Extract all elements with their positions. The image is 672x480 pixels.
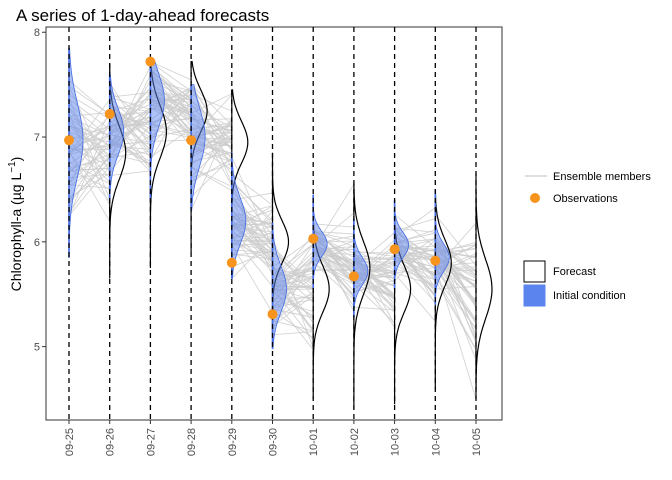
x-tick-label: 09-26 bbox=[105, 428, 117, 456]
ensemble-member-line bbox=[353, 249, 395, 271]
ensemble-member-line bbox=[150, 102, 192, 147]
ensemble-member-line bbox=[231, 179, 273, 225]
y-tick-label: 6 bbox=[34, 237, 40, 249]
y-tick-label: 5 bbox=[34, 342, 40, 354]
x-tick-label: 09-27 bbox=[145, 428, 157, 456]
observation-point bbox=[226, 257, 237, 268]
ensemble-member-line bbox=[150, 61, 192, 81]
legend-initial-condition-label: Initial condition bbox=[553, 290, 626, 302]
ensemble-member-line bbox=[394, 267, 436, 274]
legend-observation-swatch bbox=[530, 193, 540, 203]
y-axis-title-close: ) bbox=[8, 157, 24, 162]
ensemble-member-line bbox=[68, 119, 111, 217]
ensemble-member-line bbox=[68, 79, 110, 116]
ensemble-member-line bbox=[434, 268, 477, 323]
ensemble-member-line bbox=[231, 173, 273, 206]
ensemble-member-line bbox=[68, 156, 111, 204]
initial-condition-distribution bbox=[68, 47, 84, 258]
ensemble-member-line bbox=[68, 173, 110, 198]
ensemble-member-line bbox=[150, 61, 192, 92]
ensemble-member-line bbox=[190, 156, 233, 198]
ensemble-member-line bbox=[109, 124, 151, 173]
ensemble-member-line bbox=[231, 251, 273, 256]
y-axis-title: Chlorophyll-a (µg L−1) bbox=[7, 157, 24, 292]
ensemble-member-line bbox=[231, 244, 273, 314]
ensemble-member-line bbox=[353, 306, 395, 311]
ensemble-member-line bbox=[109, 170, 151, 177]
observation-point bbox=[267, 309, 278, 320]
plot-panel bbox=[45, 26, 503, 421]
legend-ensemble-label: Ensemble members bbox=[553, 171, 651, 183]
x-axis: 09-25 09-26 09-27 09-28 09-29 09-30 10-01 10-02… bbox=[64, 420, 483, 456]
y-axis-title-mu: µ bbox=[8, 192, 24, 200]
ensemble-member-line bbox=[231, 249, 273, 268]
ensemble-member-line bbox=[272, 331, 314, 336]
ensemble-member-line bbox=[231, 182, 273, 236]
ensemble-member-line bbox=[272, 251, 314, 290]
ensemble-member-line bbox=[313, 223, 354, 228]
y-axis-title-part-1: Chlorophyll-a ( bbox=[8, 200, 24, 291]
observation-point bbox=[104, 109, 115, 119]
x-tick-label: 10-03 bbox=[390, 428, 402, 456]
observation-point bbox=[430, 255, 441, 266]
ensemble-member-line bbox=[434, 214, 477, 266]
ensemble-member-line bbox=[394, 258, 436, 303]
x-tick-label: 10-01 bbox=[308, 428, 320, 456]
legend-forecast-label: Forecast bbox=[553, 266, 596, 278]
initial-condition-distribution bbox=[109, 73, 125, 201]
y-axis-title-unit: g L bbox=[8, 173, 24, 193]
y-tick-label: 7 bbox=[34, 132, 40, 144]
ensemble-member-line bbox=[435, 286, 477, 290]
x-tick-label: 09-25 bbox=[64, 428, 76, 456]
initial-condition-distribution bbox=[231, 152, 247, 279]
ensemble-member-line bbox=[150, 128, 192, 158]
initial-condition-distribution bbox=[190, 84, 206, 211]
legend-initial-condition-swatch bbox=[523, 284, 546, 307]
ensemble-member-line bbox=[312, 262, 355, 300]
x-tick-label: 10-04 bbox=[430, 428, 442, 456]
y-axis-title-exponent: −1 bbox=[7, 161, 18, 173]
y-tick-label: 8 bbox=[34, 27, 40, 39]
x-tick-label: 09-29 bbox=[227, 428, 239, 456]
ensemble-member-line bbox=[394, 273, 436, 322]
date-markers bbox=[68, 27, 477, 420]
chart-title: A series of 1-day-ahead forecasts bbox=[16, 6, 269, 25]
ensemble-member-line bbox=[190, 84, 233, 126]
x-tick-label: 09-30 bbox=[268, 428, 280, 456]
ensemble-member-line bbox=[272, 295, 314, 327]
observation-point bbox=[348, 271, 359, 282]
ensemble-member-line bbox=[434, 265, 477, 400]
ensemble-member-line bbox=[272, 320, 314, 332]
observation-points bbox=[64, 56, 441, 320]
x-tick-label: 10-05 bbox=[471, 428, 483, 456]
ensemble-member-line bbox=[312, 258, 355, 283]
ensemble-member-line bbox=[150, 139, 192, 142]
y-axis: 5 6 7 8 bbox=[34, 27, 46, 354]
legend: Ensemble members Observations Forecast I… bbox=[523, 171, 651, 307]
ensemble-member-line bbox=[190, 158, 233, 182]
observation-point bbox=[145, 56, 156, 67]
observation-point bbox=[186, 135, 197, 146]
observation-point bbox=[308, 233, 319, 244]
observation-point bbox=[389, 244, 400, 255]
ensemble-member-line bbox=[272, 247, 314, 284]
ensemble-member-line bbox=[353, 250, 395, 257]
ensemble-member-line bbox=[394, 258, 436, 274]
ensemble-member-line bbox=[394, 268, 436, 281]
ensemble-member-line bbox=[190, 84, 233, 152]
observation-point bbox=[64, 135, 74, 146]
legend-observations-label: Observations bbox=[553, 193, 618, 205]
x-tick-label: 09-28 bbox=[186, 428, 198, 456]
ensemble-member-line bbox=[272, 251, 314, 287]
x-tick-label: 10-02 bbox=[349, 428, 361, 456]
legend-forecast-swatch bbox=[523, 260, 546, 283]
